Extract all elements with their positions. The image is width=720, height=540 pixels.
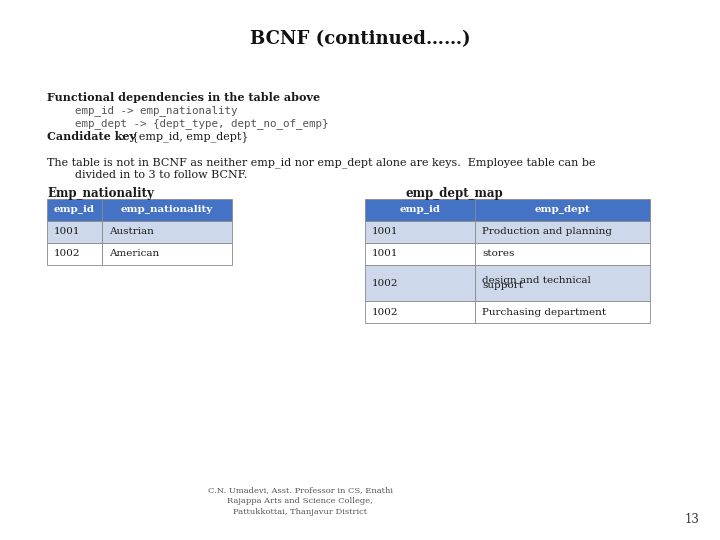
FancyBboxPatch shape — [475, 243, 650, 265]
FancyBboxPatch shape — [47, 243, 102, 265]
Text: Purchasing department: Purchasing department — [482, 308, 606, 317]
FancyBboxPatch shape — [475, 221, 650, 243]
Text: 1002: 1002 — [54, 249, 81, 259]
FancyBboxPatch shape — [47, 221, 102, 243]
Text: :: : — [295, 92, 299, 102]
FancyBboxPatch shape — [365, 301, 475, 323]
Text: divided in to 3 to follow BCNF.: divided in to 3 to follow BCNF. — [75, 170, 247, 180]
Text: emp_dept_map: emp_dept_map — [405, 187, 503, 200]
Text: design and technical: design and technical — [482, 276, 591, 286]
Text: :  {emp_id, emp_dept}: : {emp_id, emp_dept} — [121, 131, 248, 142]
Text: BCNF (continued……): BCNF (continued……) — [250, 30, 470, 48]
FancyBboxPatch shape — [365, 243, 475, 265]
Text: emp_nationality: emp_nationality — [121, 206, 213, 214]
Text: 1001: 1001 — [372, 249, 398, 259]
FancyBboxPatch shape — [365, 221, 475, 243]
FancyBboxPatch shape — [365, 199, 475, 221]
Text: Emp_nationality: Emp_nationality — [47, 187, 154, 200]
Text: Production and planning: Production and planning — [482, 227, 612, 237]
Text: 1002: 1002 — [372, 308, 398, 317]
Text: Functional dependencies in the table above: Functional dependencies in the table abo… — [47, 92, 320, 103]
FancyBboxPatch shape — [475, 199, 650, 221]
FancyBboxPatch shape — [365, 265, 475, 301]
Text: support: support — [482, 281, 523, 290]
FancyBboxPatch shape — [475, 265, 650, 301]
FancyBboxPatch shape — [102, 199, 232, 221]
Text: stores: stores — [482, 249, 514, 259]
Text: 1002: 1002 — [372, 279, 398, 288]
Text: emp_id: emp_id — [400, 206, 441, 214]
FancyBboxPatch shape — [102, 221, 232, 243]
Text: emp_id: emp_id — [54, 206, 95, 214]
Text: emp_dept: emp_dept — [535, 206, 590, 214]
Text: emp_id -> emp_nationality: emp_id -> emp_nationality — [75, 105, 238, 116]
FancyBboxPatch shape — [102, 243, 232, 265]
Text: 1001: 1001 — [54, 227, 81, 237]
Text: Candidate key: Candidate key — [47, 131, 136, 142]
FancyBboxPatch shape — [475, 301, 650, 323]
Text: 13: 13 — [685, 513, 700, 526]
FancyBboxPatch shape — [47, 199, 102, 221]
Text: American: American — [109, 249, 159, 259]
Text: Austrian: Austrian — [109, 227, 154, 237]
Text: The table is not in BCNF as neither emp_id nor emp_dept alone are keys.  Employe: The table is not in BCNF as neither emp_… — [47, 157, 595, 168]
Text: C.N. Umadevi, Asst. Professor in CS, Enathi
Rajappa Arts and Science College,
Pa: C.N. Umadevi, Asst. Professor in CS, Ena… — [207, 486, 392, 516]
Text: emp_dept -> {dept_type, dept_no_of_emp}: emp_dept -> {dept_type, dept_no_of_emp} — [75, 118, 328, 129]
Text: 1001: 1001 — [372, 227, 398, 237]
